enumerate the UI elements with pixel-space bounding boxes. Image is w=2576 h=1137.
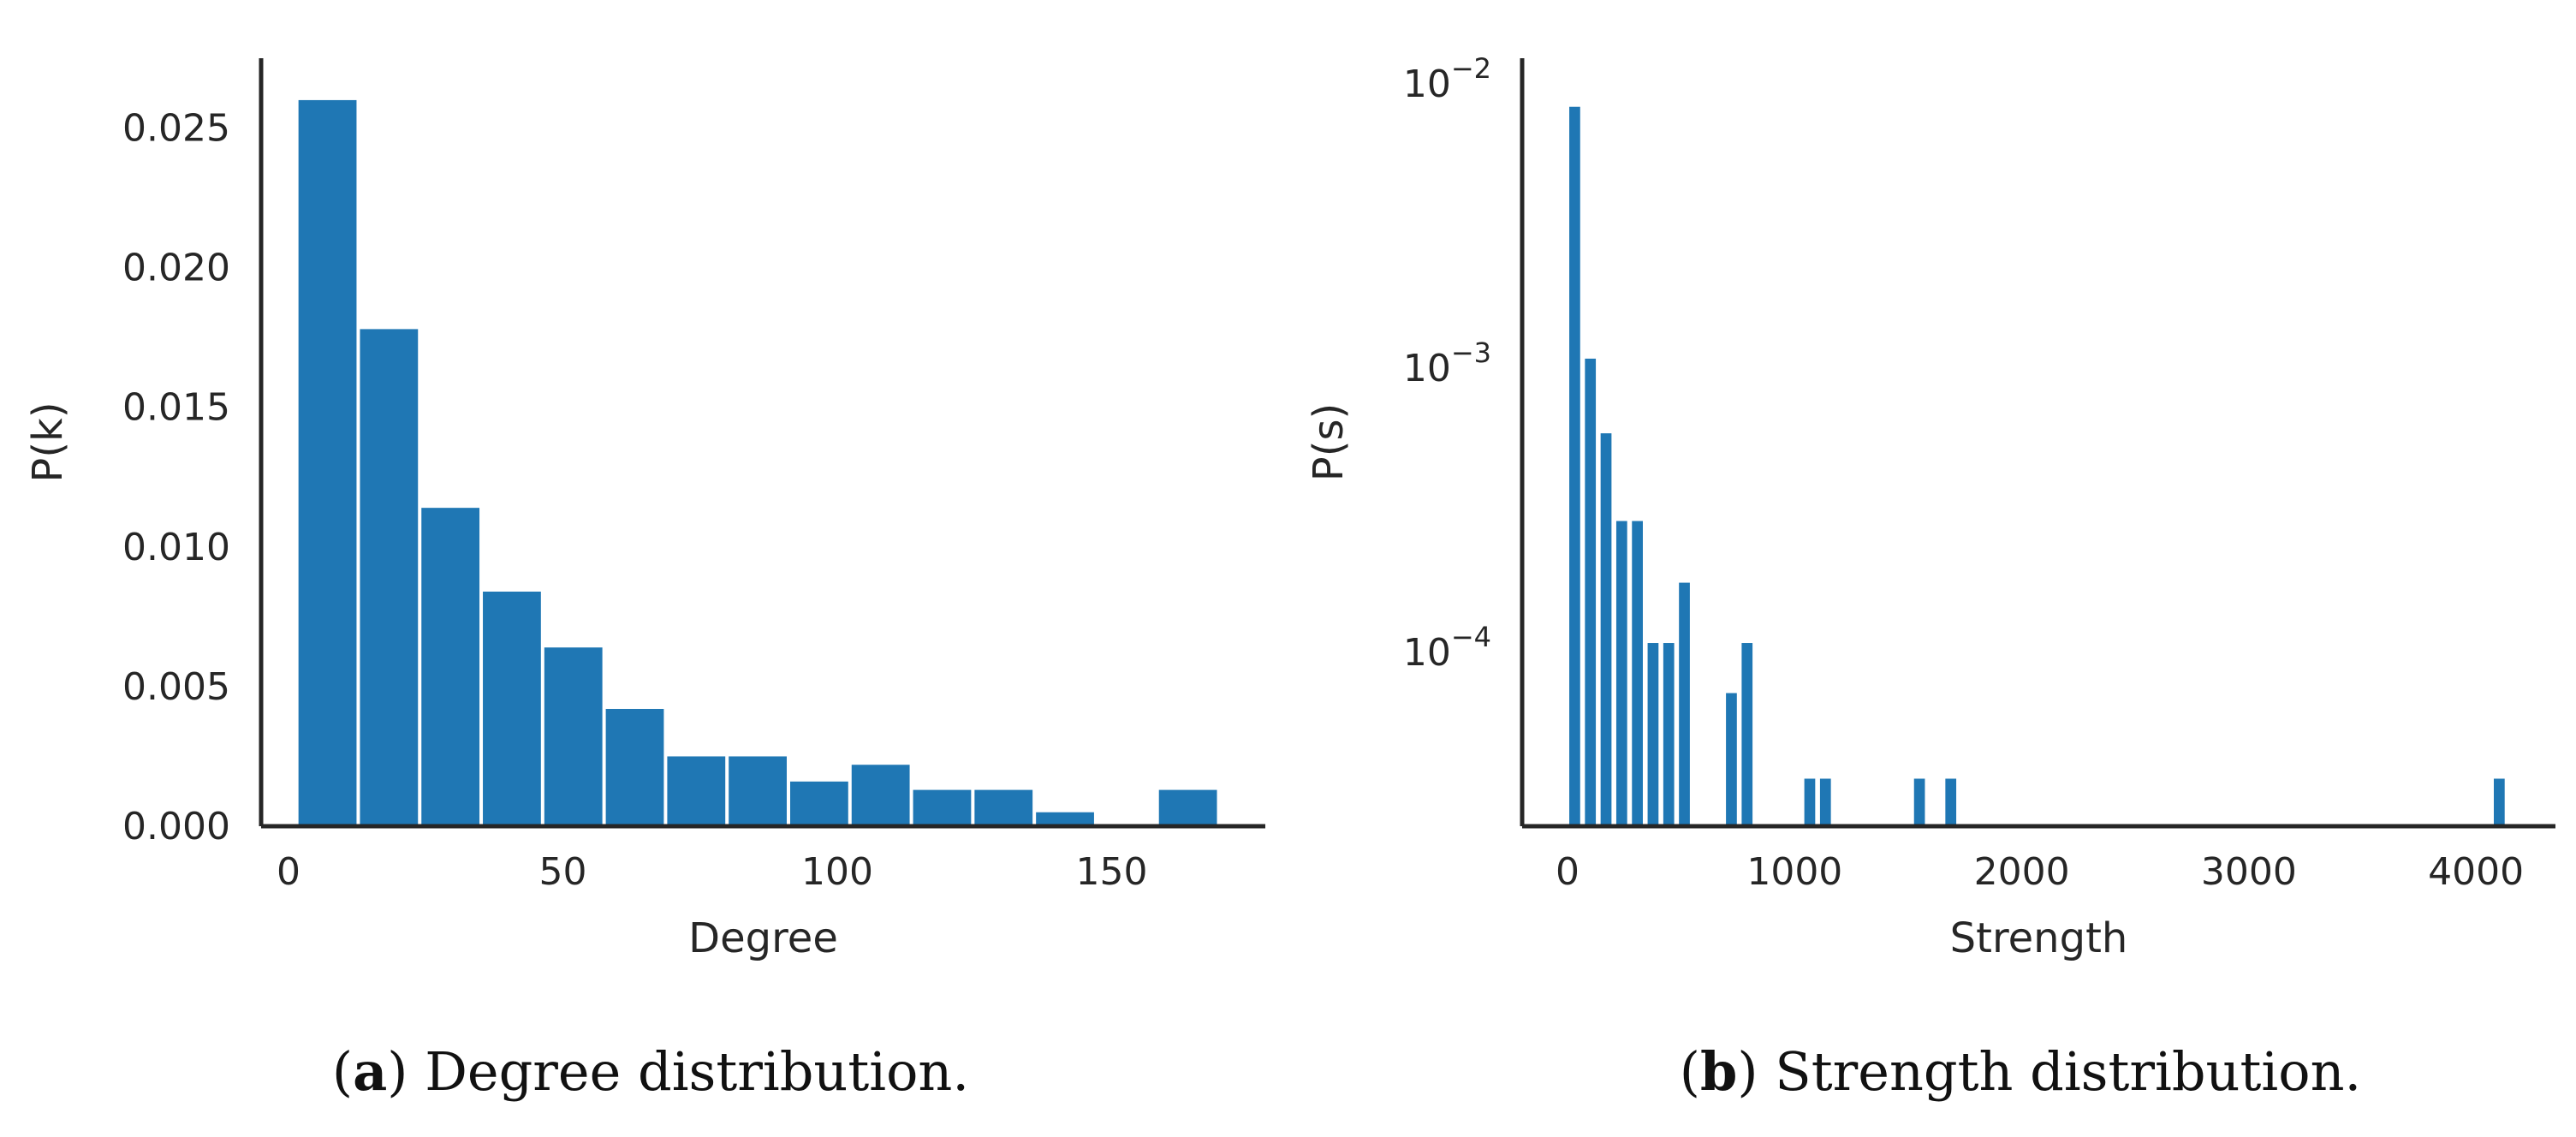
bar	[729, 756, 787, 826]
bar	[1663, 643, 1675, 826]
bar	[605, 709, 664, 826]
x-tick-label: 0	[1556, 850, 1580, 894]
degree-distribution-chart: 0.000 0.005 0.010 0.015 0.020 0.025 0 50 100 150…	[24, 58, 1265, 1103]
bar	[1679, 582, 1690, 826]
bar	[1158, 789, 1217, 826]
caption-text: Degree distribution.	[425, 1040, 969, 1103]
y-axis-label: P(k)	[24, 402, 72, 482]
bar	[1945, 778, 1957, 826]
x-tick-label: 150	[1076, 850, 1148, 894]
y-tick-label: 0.000	[122, 805, 230, 848]
x-tick-label: 4000	[2428, 850, 2524, 894]
x-ticks: 0 50 100 150	[277, 850, 1147, 894]
bar	[913, 789, 972, 826]
bar	[1600, 433, 1612, 826]
x-tick-label: 50	[539, 850, 587, 894]
bar	[360, 329, 419, 826]
y-tick-label: 10−4	[1403, 621, 1491, 675]
caption-a: (a) Degree distribution.	[332, 1040, 969, 1103]
y-ticks: 10−410−310−2	[1403, 52, 1491, 675]
caption-text: Strength distribution.	[1775, 1040, 2361, 1103]
y-tick-label: 0.015	[122, 386, 230, 430]
y-tick-base: 10	[1403, 347, 1451, 390]
bar	[1647, 643, 1659, 826]
y-ticks: 0.000 0.005 0.010 0.015 0.020 0.025	[122, 107, 230, 848]
x-ticks: 0 1000 2000 3000 4000	[1556, 850, 2524, 894]
y-tick-base: 10	[1403, 63, 1451, 106]
bar	[1036, 812, 1094, 826]
bar	[1569, 106, 1580, 826]
y-tick-label: 0.005	[122, 665, 230, 709]
x-tick-label: 2000	[1974, 850, 2070, 894]
bar	[483, 592, 541, 826]
x-tick-label: 100	[801, 850, 873, 894]
y-tick-base: 10	[1403, 631, 1451, 675]
bar	[421, 508, 480, 826]
bar	[1632, 521, 1643, 826]
x-axis-label: Degree	[688, 914, 838, 962]
y-tick-exponent: −2	[1451, 52, 1491, 85]
y-tick-label: 10−3	[1403, 336, 1491, 390]
bar	[1913, 778, 1925, 826]
x-axis-label: Strength	[1950, 914, 2128, 962]
x-tick-label: 0	[277, 850, 300, 894]
bars-group	[298, 99, 1217, 827]
bar	[2493, 778, 2505, 826]
strength-distribution-chart: 10−410−310−2 0 1000 2000 3000 4000 Strength …	[1305, 52, 2555, 1103]
bar	[851, 765, 910, 826]
y-tick-label: 0.020	[122, 247, 230, 290]
caption-letter: b	[1700, 1040, 1737, 1103]
bar	[1819, 778, 1831, 826]
y-tick-label: 10−2	[1403, 52, 1491, 106]
bar	[1615, 521, 1627, 826]
caption-b: (b) Strength distribution.	[1680, 1040, 2361, 1103]
x-tick-label: 3000	[2201, 850, 2297, 894]
caption-letter: a	[353, 1040, 387, 1103]
x-tick-label: 1000	[1746, 850, 1842, 894]
bar	[974, 789, 1033, 826]
bars-group	[1569, 106, 2505, 827]
y-tick-exponent: −4	[1451, 621, 1491, 653]
bar	[667, 756, 726, 826]
bar	[1726, 693, 1737, 826]
bar	[1741, 643, 1753, 826]
y-tick-label: 0.025	[122, 107, 230, 151]
bar	[1804, 778, 1816, 826]
bar	[298, 99, 357, 827]
y-axis-label: P(s)	[1305, 403, 1353, 481]
y-tick-label: 0.010	[122, 526, 230, 569]
bar	[1585, 358, 1597, 827]
bar	[789, 781, 848, 826]
bar	[544, 647, 603, 826]
y-tick-exponent: −3	[1451, 336, 1491, 369]
